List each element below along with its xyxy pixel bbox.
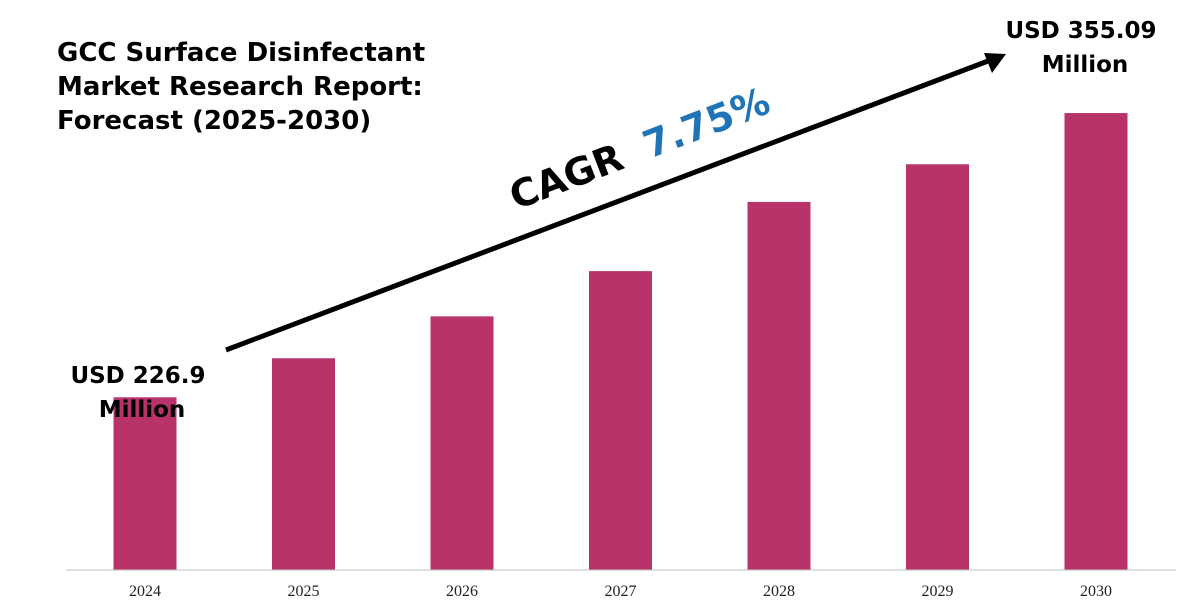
x-tick-labels: 2024 2025 2026 2027 2028 2029 2030 <box>129 583 1112 600</box>
start-value-label: USD 226.9 Million <box>70 363 213 423</box>
title-line-3: Forecast (2025-2030) <box>57 106 372 136</box>
bar-2024 <box>113 397 177 570</box>
bar-2026 <box>430 316 494 570</box>
start-value-unit: Million <box>99 397 186 423</box>
end-value-label: USD 355.09 Million <box>1005 18 1164 78</box>
title-line-2: Market Research Report: <box>57 72 423 102</box>
bars-group <box>113 113 1128 571</box>
x-tick-2024: 2024 <box>129 583 161 600</box>
end-value-amount: USD 355.09 <box>1005 18 1156 44</box>
x-tick-2025: 2025 <box>288 583 320 600</box>
x-tick-2028: 2028 <box>763 583 795 600</box>
bar-2027 <box>589 271 652 570</box>
bar-2029 <box>906 164 969 570</box>
bar-2030 <box>1064 113 1128 570</box>
x-tick-2027: 2027 <box>605 583 637 600</box>
x-tick-2026: 2026 <box>446 583 478 600</box>
bar-2025 <box>272 358 335 570</box>
growth-arrow <box>225 55 997 353</box>
x-tick-2029: 2029 <box>922 583 954 600</box>
cagr-label: CAGR 7.75% <box>503 79 775 219</box>
title-line-1: GCC Surface Disinfectant <box>57 38 426 68</box>
chart-title: GCC Surface Disinfectant Market Research… <box>57 36 477 138</box>
cagr-value: 7.75% <box>637 79 776 167</box>
bar-2028 <box>747 201 811 571</box>
start-value-amount: USD 226.9 <box>70 363 205 389</box>
arrow-head-icon <box>984 53 1006 73</box>
end-value-unit: Million <box>1042 52 1129 78</box>
x-tick-2030: 2030 <box>1080 583 1112 600</box>
